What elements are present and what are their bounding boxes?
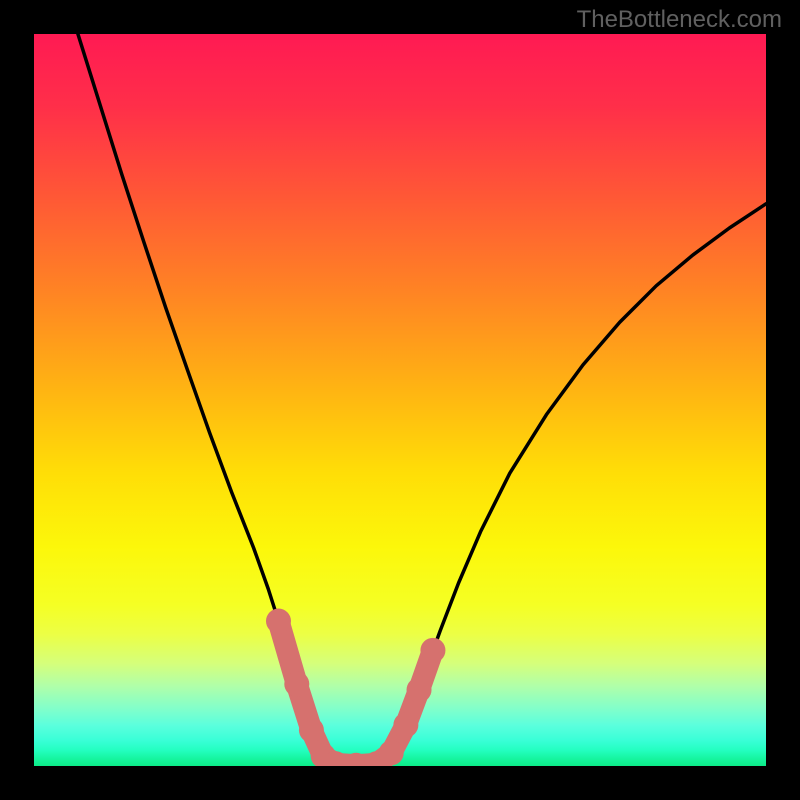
marker-dot <box>299 718 324 743</box>
marker-dot <box>407 677 432 702</box>
marker-dot <box>266 609 291 634</box>
marker-dot <box>420 638 445 663</box>
marker-dot <box>393 713 418 738</box>
watermark-text: TheBottleneck.com <box>577 6 782 34</box>
marker-dot <box>284 672 309 697</box>
marker-group <box>266 609 445 766</box>
figure-root: TheBottleneck.com <box>0 0 800 800</box>
plot-area <box>34 34 766 766</box>
marker-run-left <box>278 621 335 764</box>
chart-svg <box>34 34 766 766</box>
marker-dot <box>379 740 404 765</box>
